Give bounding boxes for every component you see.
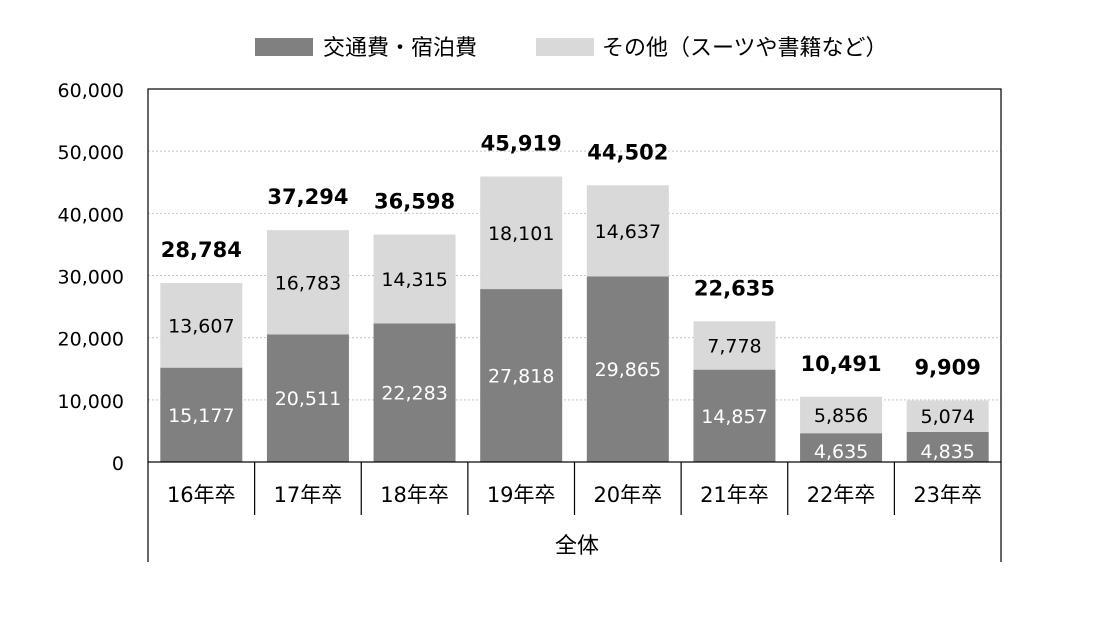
y-tick-label: 0 [112, 453, 124, 475]
bar-segment-series-0 [160, 367, 243, 462]
bar-segment-series-0 [586, 276, 669, 462]
data-label: 5,856 [814, 405, 868, 427]
data-label: 15,177 [168, 405, 234, 427]
legend-label-series-1: その他（スーツや書籍など） [602, 36, 888, 61]
data-label: 14,315 [381, 269, 447, 291]
data-label: 13,607 [168, 315, 234, 337]
bar-segment-series-0 [373, 323, 456, 462]
bar-segment-series-1 [373, 234, 456, 324]
total-label: 37,294 [267, 185, 348, 209]
y-tick-label: 10,000 [58, 391, 124, 413]
y-axis-ticks: 0 10,000 20,000 30,000 40,000 50,000 60,000 [58, 80, 124, 475]
total-label: 22,635 [694, 276, 775, 300]
total-label: 44,502 [587, 140, 668, 164]
x-tick-label: 19年卒 [487, 483, 556, 507]
bar-segment-series-1 [266, 230, 349, 335]
x-tick-label: 21年卒 [700, 483, 769, 507]
x-tick-label: 18年卒 [380, 483, 449, 507]
x-tick-label: 16年卒 [167, 483, 236, 507]
data-label: 16,783 [275, 272, 341, 294]
data-label: 27,818 [488, 366, 554, 388]
x-tick-label: 20年卒 [593, 483, 662, 507]
y-tick-label: 30,000 [58, 267, 124, 289]
bar-segment-series-1 [480, 176, 563, 290]
total-label: 10,491 [801, 352, 882, 376]
data-label: 20,511 [275, 388, 341, 410]
x-tick-label: 22年卒 [807, 483, 876, 507]
x-tick-label: 17年卒 [274, 483, 343, 507]
data-label: 7,778 [707, 335, 761, 357]
y-tick-label: 20,000 [58, 329, 124, 351]
bar-segment-series-0 [693, 369, 776, 462]
data-label: 4,635 [814, 441, 868, 463]
bar-segment-series-1 [160, 283, 243, 368]
total-label: 28,784 [161, 238, 242, 262]
data-label: 29,865 [595, 359, 661, 381]
bar-segment-series-0 [266, 334, 349, 462]
total-label: 45,919 [481, 132, 562, 156]
data-label: 4,835 [920, 441, 974, 463]
data-label: 22,283 [381, 383, 447, 405]
bars: 15,177 13,607 28,784 20,511 16,783 37,294 22,2… [160, 132, 989, 463]
bar-segment-series-0 [906, 431, 989, 462]
bar-segment-series-1 [800, 396, 883, 434]
legend-swatch-series-0 [255, 38, 313, 56]
bar-segment-series-0 [480, 289, 563, 462]
x-group-label: 全体 [555, 534, 599, 559]
legend: 交通費・宿泊費 その他（スーツや書籍など） [255, 36, 888, 61]
total-label: 36,598 [374, 189, 455, 213]
data-label: 14,637 [595, 221, 661, 243]
bar-segment-series-1 [586, 185, 669, 277]
data-label: 5,074 [920, 406, 974, 428]
total-label: 9,909 [914, 355, 980, 379]
y-tick-label: 40,000 [58, 204, 124, 226]
x-tick-label: 23年卒 [913, 483, 982, 507]
bar-segment-series-1 [693, 321, 776, 370]
y-tick-label: 50,000 [58, 142, 124, 164]
y-tick-label: 60,000 [58, 80, 124, 102]
x-axis: 16年卒 17年卒 18年卒 19年卒 20年卒 21年卒 22年卒 23年卒 [147, 462, 1002, 562]
legend-label-series-0: 交通費・宿泊費 [323, 36, 477, 61]
bar-segment-series-1 [906, 400, 989, 432]
bar-segment-series-0 [800, 433, 883, 462]
data-label: 14,857 [701, 406, 767, 428]
data-label: 18,101 [488, 223, 554, 245]
legend-swatch-series-1 [536, 38, 594, 56]
